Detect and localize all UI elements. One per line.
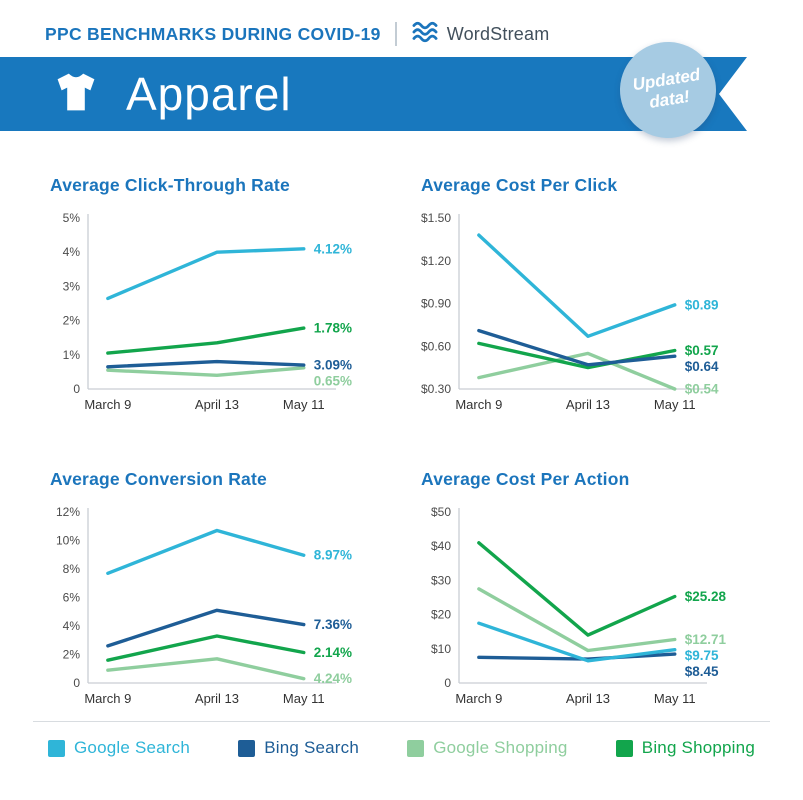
svg-text:10%: 10% (56, 534, 80, 548)
header-divider (394, 22, 397, 46)
svg-text:0: 0 (73, 676, 80, 690)
svg-text:$0.64: $0.64 (685, 359, 719, 374)
svg-text:April 13: April 13 (195, 691, 239, 706)
svg-text:2%: 2% (63, 648, 81, 662)
svg-text:$9.75: $9.75 (685, 648, 719, 663)
legend-swatch-bing-search (238, 739, 256, 757)
svg-text:April 13: April 13 (566, 397, 610, 412)
svg-text:May 11: May 11 (654, 397, 696, 412)
legend-label-google-shopping: Google Shopping (433, 738, 568, 757)
chart-title-ctr: Average Click-Through Rate (50, 175, 290, 195)
ctr-chart: 0 1% 2% 3% 4% 5% March 9 April 13 May 11 4.12% 1.7… (63, 211, 352, 412)
svg-text:$0.57: $0.57 (685, 343, 719, 358)
chart-block-cvr: Average Conversion Rate 0 2% 4% 6% 8% 10% 12% M… (38, 469, 394, 715)
svg-text:3%: 3% (63, 279, 81, 293)
svg-text:2.14%: 2.14% (314, 645, 352, 660)
legend: Google Search Bing Search Google Shoppin… (0, 738, 803, 758)
svg-text:$25.28: $25.28 (685, 589, 727, 604)
svg-text:$20: $20 (431, 608, 451, 622)
svg-text:$30: $30 (431, 573, 451, 587)
svg-text:$1.20: $1.20 (421, 254, 451, 268)
svg-text:3.09%: 3.09% (314, 358, 352, 373)
svg-text:4.12%: 4.12% (314, 241, 352, 256)
svg-text:0.65%: 0.65% (314, 374, 352, 389)
charts-grid: Average Click-Through Rate 0 1% 2% 3% 4% 5% Ma… (0, 175, 803, 715)
svg-text:$40: $40 (431, 539, 451, 553)
chart-block-cpa: Average Cost Per Action 0 $10 $20 $30 $40 $50… (409, 469, 765, 715)
svg-text:May 11: May 11 (283, 691, 325, 706)
legend-swatch-bing-shopping (615, 739, 633, 757)
chart-block-ctr: Average Click-Through Rate 0 1% 2% 3% 4% 5% Ma… (38, 175, 394, 421)
svg-text:$8.45: $8.45 (685, 664, 719, 679)
svg-text:$0.30: $0.30 (421, 382, 451, 396)
legend-swatch-google-shopping (407, 739, 425, 757)
svg-text:4.24%: 4.24% (314, 671, 352, 686)
legend-label-bing-shopping: Bing Shopping (641, 738, 755, 757)
chart-title-cpa: Average Cost Per Action (421, 469, 630, 489)
tshirt-icon (52, 68, 100, 121)
svg-text:8.97%: 8.97% (314, 548, 352, 563)
chart-title-cvr: Average Conversion Rate (50, 469, 267, 489)
legend-item-bing-search: Bing Search (238, 738, 359, 758)
brand-logo: WordStream (411, 20, 550, 49)
svg-text:0: 0 (444, 676, 451, 690)
svg-text:April 13: April 13 (566, 691, 610, 706)
legend-item-google-shopping: Google Shopping (407, 738, 567, 758)
svg-text:March 9: March 9 (455, 397, 502, 412)
svg-text:4%: 4% (63, 245, 81, 259)
svg-text:1.78%: 1.78% (314, 321, 352, 336)
legend-swatch-google-search (48, 739, 65, 757)
svg-text:May 11: May 11 (283, 397, 325, 412)
legend-item-google-search: Google Search (48, 738, 190, 758)
svg-text:7.36%: 7.36% (314, 617, 352, 632)
svg-text:$0.89: $0.89 (685, 297, 719, 312)
svg-text:April 13: April 13 (195, 397, 239, 412)
svg-text:March 9: March 9 (455, 691, 502, 706)
chart-title-cpc: Average Cost Per Click (421, 175, 618, 195)
chart-block-cpc: Average Cost Per Click $0.30 $0.60 $0.90 $1… (409, 175, 765, 421)
svg-text:2%: 2% (63, 314, 81, 328)
svg-text:5%: 5% (63, 211, 81, 225)
page-title: PPC BENCHMARKS DURING COVID-19 (45, 23, 381, 44)
svg-text:$0.54: $0.54 (685, 382, 719, 397)
legend-label-bing-search: Bing Search (264, 738, 360, 757)
wordstream-waves-icon (411, 20, 439, 49)
legend-item-bing-shopping: Bing Shopping (615, 738, 755, 758)
svg-text:4%: 4% (63, 619, 81, 633)
svg-text:March 9: March 9 (84, 691, 131, 706)
svg-text:$50: $50 (431, 505, 451, 519)
svg-text:$10: $10 (431, 642, 451, 656)
svg-text:March 9: March 9 (84, 397, 131, 412)
svg-text:$0.90: $0.90 (421, 297, 451, 311)
svg-text:$1.50: $1.50 (421, 211, 451, 225)
svg-text:0: 0 (73, 382, 80, 396)
header: PPC BENCHMARKS DURING COVID-19 WordStrea… (45, 20, 758, 48)
svg-text:$12.71: $12.71 (685, 632, 727, 647)
svg-text:12%: 12% (56, 505, 80, 519)
cvr-chart: 0 2% 4% 6% 8% 10% 12% March 9 April 13 May 11 8.97… (56, 505, 352, 706)
svg-text:1%: 1% (63, 348, 81, 362)
legend-label-google-search: Google Search (74, 738, 191, 757)
svg-text:$0.60: $0.60 (421, 339, 451, 353)
svg-text:8%: 8% (63, 562, 81, 576)
category-title: Apparel (126, 68, 292, 120)
brand-name: WordStream (446, 23, 550, 44)
svg-text:6%: 6% (63, 591, 81, 605)
legend-divider (33, 721, 770, 722)
cpa-chart: 0 $10 $20 $30 $40 $50 March 9 April 13 May 11 $25… (431, 505, 727, 706)
cpc-chart: $0.30 $0.60 $0.90 $1.20 $1.50 March 9 April 13… (421, 211, 719, 412)
svg-text:May 11: May 11 (654, 691, 696, 706)
